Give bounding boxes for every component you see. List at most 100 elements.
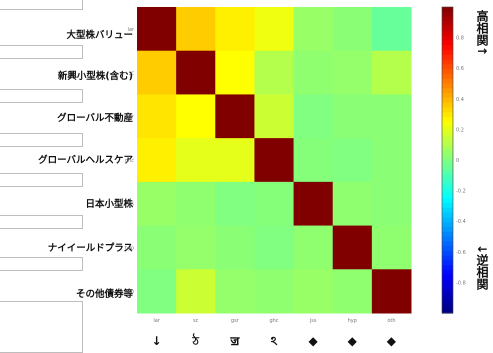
colorbar-segment <box>442 193 453 199</box>
colorbar-segment <box>442 107 453 113</box>
colorbar-segment <box>442 274 453 281</box>
colorbar-segment <box>442 126 453 132</box>
heatmap-cell <box>293 225 334 270</box>
heatmap-cell <box>176 138 216 183</box>
colorbar-segment <box>442 11 453 18</box>
heatmap-cell <box>215 181 255 227</box>
colorbar-segment <box>442 207 453 214</box>
colorbar-segment <box>442 231 453 238</box>
colorbar-segment <box>442 226 453 233</box>
colorbar-segment <box>442 145 453 152</box>
list-box <box>0 45 83 59</box>
heatmap-cell <box>371 94 412 139</box>
heatmap-cell <box>371 181 412 227</box>
x-tick-label: hyp <box>348 318 357 324</box>
colorbar-segment <box>442 203 453 209</box>
colorbar-segment <box>442 289 453 295</box>
y-tick-label: gsr <box>126 114 135 120</box>
row-label: 日本小型株 <box>85 199 133 210</box>
bottom-label: ॼ <box>229 334 240 348</box>
colorbar-segment <box>442 298 453 305</box>
colorbar-segment <box>442 121 453 128</box>
colorbar-segment <box>442 88 453 94</box>
colorbar-tick-label: 0.8 <box>456 36 464 42</box>
colorbar-segment <box>442 26 453 32</box>
x-tick-label: gsr <box>231 318 240 324</box>
heatmap-cell <box>254 50 295 95</box>
colorbar-tick-label: -0.6 <box>456 250 466 256</box>
colorbar-segment <box>442 83 453 89</box>
colorbar-segment <box>442 140 453 147</box>
heatmap-cell <box>332 269 373 314</box>
heatmap-cell <box>293 138 334 183</box>
heatmap-cell <box>137 138 177 183</box>
heatmap-cell <box>293 181 334 227</box>
heatmap-cell <box>332 225 373 270</box>
heatmap-cell <box>137 225 177 270</box>
colorbar-frame <box>441 6 454 314</box>
list-box <box>0 301 83 353</box>
heatmap-cell <box>137 269 177 314</box>
colorbar-segment <box>442 93 453 99</box>
colorbar-segment <box>442 198 453 204</box>
y-tick-label: jss <box>126 202 134 208</box>
heatmap-cell <box>176 181 216 227</box>
colorbar-segment <box>442 59 453 65</box>
row-label: その他債券等 <box>75 289 133 300</box>
colorbar-segment <box>442 222 453 228</box>
heatmap-cell <box>215 225 255 270</box>
colorbar-segment <box>442 116 453 123</box>
colorbar-tick-label: 0 <box>456 158 459 164</box>
heatmap-cell <box>215 269 255 314</box>
x-tick-label: jss <box>309 318 317 324</box>
y-tick-label: sc <box>129 71 135 77</box>
colorbar-segment <box>442 35 453 42</box>
heatmap-cell <box>254 269 295 314</box>
heatmap-cell <box>215 7 255 52</box>
colorbar-segment <box>442 69 453 75</box>
x-tick-label: sc <box>193 318 199 324</box>
colorbar-segment <box>442 131 453 137</box>
colorbar-segment <box>442 16 453 22</box>
heatmap-cell <box>293 7 334 52</box>
list-box <box>0 89 83 103</box>
colorbar-segment <box>442 78 453 85</box>
heatmap-cell <box>254 181 295 227</box>
heatmap-cell <box>254 7 295 52</box>
colorbar-segment <box>442 279 453 285</box>
heatmap-cell <box>215 138 255 183</box>
bottom-label: ↓ <box>152 334 162 348</box>
list-box <box>0 257 83 271</box>
heatmap-cell <box>371 138 412 183</box>
colorbar-segment <box>442 45 453 51</box>
heatmap-cell <box>176 7 216 52</box>
row-label: グローバル不動産 <box>57 113 133 124</box>
heatmap-cell <box>215 50 255 95</box>
colorbar-segment <box>442 169 453 175</box>
colorbar-segment <box>442 155 453 161</box>
bottom-label: ◆ <box>348 334 358 348</box>
colorbar-segment <box>442 40 453 46</box>
heatmap-cell <box>332 181 373 227</box>
heatmap-cell <box>332 138 373 183</box>
x-tick-label: ghc <box>269 318 278 324</box>
colorbar-tick-label: 0.6 <box>456 66 464 72</box>
colorbar-segment <box>442 269 453 276</box>
heatmap-cell <box>293 50 334 95</box>
colorbar-segment <box>442 174 453 180</box>
heatmap-cell <box>254 138 295 183</box>
colorbar-segment <box>442 183 453 190</box>
colorbar-tick-labels: 0.8 0.6 0.4 0.2 0 -0.2 -0.4 -0.6 -0.8 <box>456 36 466 287</box>
heatmap-cell <box>254 94 295 139</box>
colorbar-segment <box>442 21 453 27</box>
list-box <box>0 215 83 229</box>
colorbar-segment <box>442 112 453 118</box>
colorbar-top-label: 高相関↑ <box>475 9 489 57</box>
heatmap-cell <box>371 269 412 314</box>
row-label: グローバルヘルスケア <box>38 155 133 166</box>
bottom-labels: ↓ ঠ ॼ ঽ ◆ ◆ ◆ <box>152 333 397 348</box>
colorbar-segment <box>442 150 453 156</box>
colorbar-segment <box>442 255 453 262</box>
colorbar-segment <box>442 73 453 80</box>
heatmap-cell <box>137 181 177 227</box>
